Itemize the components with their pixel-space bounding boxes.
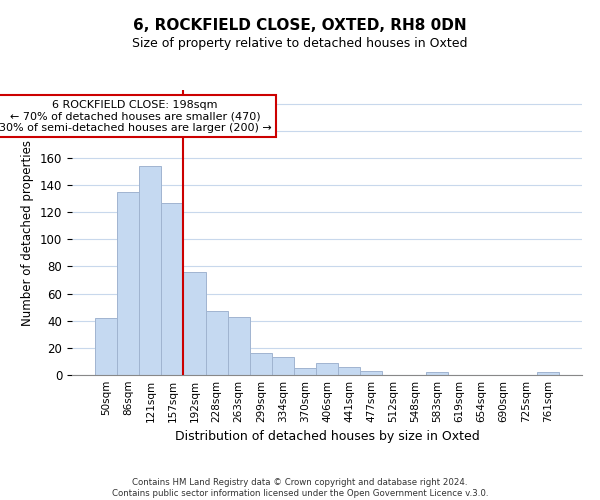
Bar: [206, 311, 227, 375]
Bar: [161, 202, 184, 375]
Bar: [117, 192, 139, 375]
Bar: [184, 272, 206, 375]
Bar: [427, 372, 448, 375]
Y-axis label: Number of detached properties: Number of detached properties: [22, 140, 34, 326]
Bar: [272, 358, 294, 375]
Bar: [139, 166, 161, 375]
Bar: [250, 354, 272, 375]
Text: Contains HM Land Registry data © Crown copyright and database right 2024.
Contai: Contains HM Land Registry data © Crown c…: [112, 478, 488, 498]
Text: Size of property relative to detached houses in Oxted: Size of property relative to detached ho…: [132, 38, 468, 51]
Text: 6, ROCKFIELD CLOSE, OXTED, RH8 0DN: 6, ROCKFIELD CLOSE, OXTED, RH8 0DN: [133, 18, 467, 32]
Bar: [95, 318, 117, 375]
Bar: [294, 368, 316, 375]
Bar: [227, 316, 250, 375]
Bar: [338, 367, 360, 375]
Bar: [316, 363, 338, 375]
X-axis label: Distribution of detached houses by size in Oxted: Distribution of detached houses by size …: [175, 430, 479, 444]
Text: 6 ROCKFIELD CLOSE: 198sqm
← 70% of detached houses are smaller (470)
30% of semi: 6 ROCKFIELD CLOSE: 198sqm ← 70% of detac…: [0, 100, 271, 132]
Bar: [360, 371, 382, 375]
Bar: [537, 372, 559, 375]
